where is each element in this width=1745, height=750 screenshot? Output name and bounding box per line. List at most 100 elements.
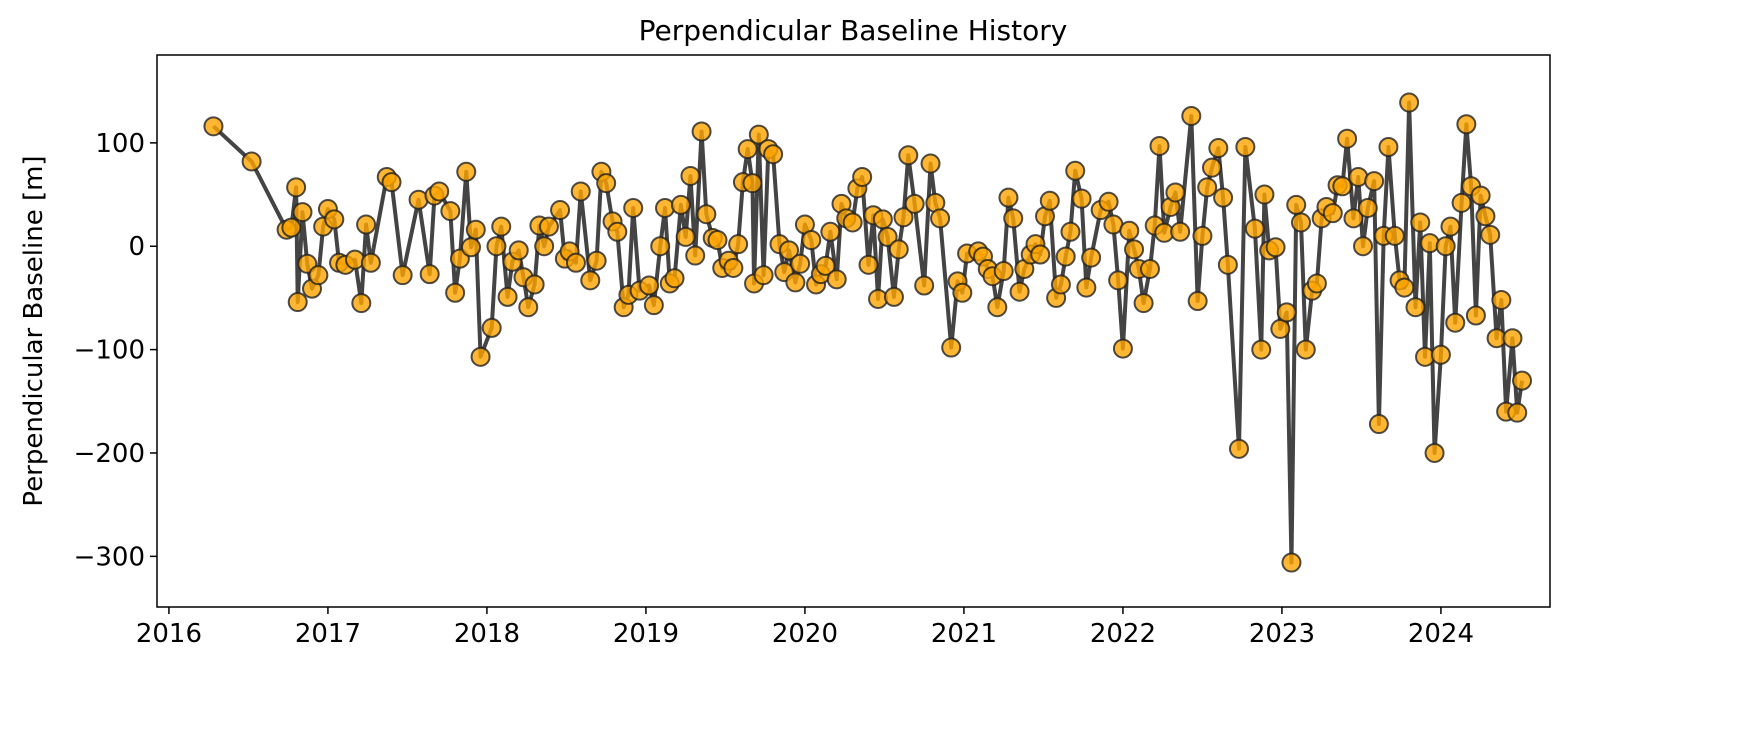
x-tick-label: 2017 — [295, 619, 361, 649]
y-tick-label: 0 — [128, 232, 145, 262]
point — [914, 275, 935, 296]
point — [1213, 187, 1234, 208]
point — [685, 245, 706, 266]
point — [1394, 277, 1415, 298]
x-tick-label: 2024 — [1408, 619, 1474, 649]
point — [1098, 191, 1119, 212]
point — [1192, 225, 1213, 246]
point — [1451, 192, 1472, 213]
point — [675, 226, 696, 247]
point — [1410, 212, 1431, 233]
point — [570, 181, 591, 202]
point — [1217, 254, 1238, 275]
point — [888, 239, 909, 260]
point — [456, 161, 477, 182]
point — [1419, 233, 1440, 254]
point — [470, 346, 491, 367]
point — [287, 292, 308, 313]
point — [1465, 305, 1486, 326]
point — [1208, 138, 1229, 159]
point — [1060, 221, 1081, 242]
point — [987, 297, 1008, 318]
point — [1306, 273, 1327, 294]
point — [1343, 208, 1364, 229]
point — [1187, 291, 1208, 312]
point — [696, 204, 717, 225]
plot-area: −300 −200 −100 0 100 2016 2017 2018 2019 2020 2021… — [74, 54, 1551, 649]
point — [877, 226, 898, 247]
point — [607, 221, 628, 242]
point — [670, 194, 691, 215]
point — [429, 181, 450, 202]
point — [1424, 442, 1445, 463]
point — [779, 240, 800, 261]
point — [1065, 160, 1086, 181]
point — [785, 272, 806, 293]
point — [1119, 220, 1140, 241]
point — [497, 286, 518, 307]
point — [1491, 289, 1512, 310]
point — [1435, 236, 1456, 257]
point — [872, 209, 893, 230]
point — [286, 177, 307, 198]
point — [993, 261, 1014, 282]
point — [1181, 105, 1202, 126]
point — [1440, 216, 1461, 237]
point — [650, 236, 671, 257]
point — [1507, 402, 1528, 423]
point — [1039, 190, 1060, 211]
point — [508, 240, 529, 261]
point — [643, 295, 664, 316]
point — [550, 200, 571, 221]
point — [1133, 293, 1154, 314]
x-tick-label: 2016 — [136, 619, 202, 649]
point — [842, 212, 863, 233]
point — [1201, 157, 1222, 178]
point — [1124, 239, 1145, 260]
point — [728, 234, 749, 255]
point — [801, 230, 822, 251]
point — [344, 249, 365, 270]
point — [1108, 270, 1129, 291]
point — [742, 173, 763, 194]
point — [1430, 344, 1451, 365]
point — [1055, 246, 1076, 267]
point — [723, 257, 744, 278]
point — [898, 145, 919, 166]
point — [623, 197, 644, 218]
point — [281, 217, 302, 238]
point — [580, 270, 601, 291]
point — [998, 187, 1019, 208]
point — [1291, 212, 1312, 233]
point — [241, 151, 262, 172]
point — [680, 165, 701, 186]
point — [360, 252, 381, 273]
point — [1050, 274, 1071, 295]
point — [952, 282, 973, 303]
point — [1076, 277, 1097, 298]
point — [538, 216, 559, 237]
point — [826, 269, 847, 290]
point — [893, 207, 914, 228]
point — [655, 197, 676, 218]
point — [1470, 185, 1491, 206]
x-tick-label: 2018 — [454, 619, 520, 649]
point — [1405, 297, 1426, 318]
point — [1337, 128, 1358, 149]
point — [1112, 338, 1133, 359]
point — [1512, 370, 1533, 391]
point — [1244, 218, 1265, 239]
point — [461, 237, 482, 258]
x-tick-label: 2023 — [1249, 619, 1315, 649]
point — [1197, 177, 1218, 198]
x-tick-label: 2019 — [613, 619, 679, 649]
point — [486, 236, 507, 257]
point — [1265, 237, 1286, 258]
point — [1368, 414, 1389, 435]
point — [1030, 244, 1051, 265]
point — [858, 254, 879, 275]
point — [1480, 224, 1501, 245]
point — [324, 209, 345, 230]
